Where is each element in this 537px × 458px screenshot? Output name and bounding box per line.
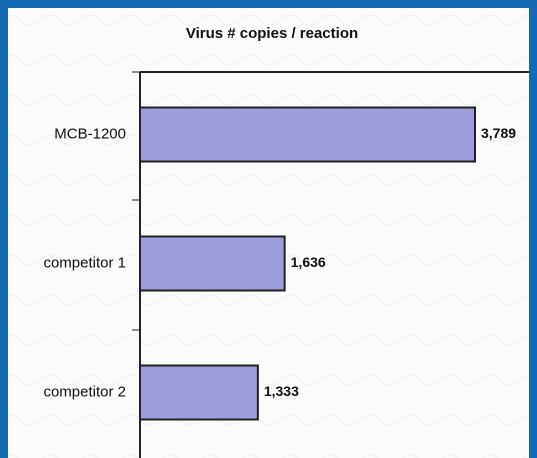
panel — [8, 8, 529, 458]
value-label: 1,333 — [264, 383, 299, 399]
value-label: 3,789 — [481, 125, 516, 141]
chart-title: Virus # copies / reaction — [186, 25, 358, 42]
bar — [139, 235, 286, 292]
category-label: MCB-1200 — [54, 125, 126, 142]
value-label: 1,636 — [291, 254, 326, 270]
bar — [139, 106, 476, 163]
bar — [139, 364, 259, 421]
category-label: competitor 2 — [43, 383, 126, 400]
category-label: competitor 1 — [43, 254, 126, 271]
